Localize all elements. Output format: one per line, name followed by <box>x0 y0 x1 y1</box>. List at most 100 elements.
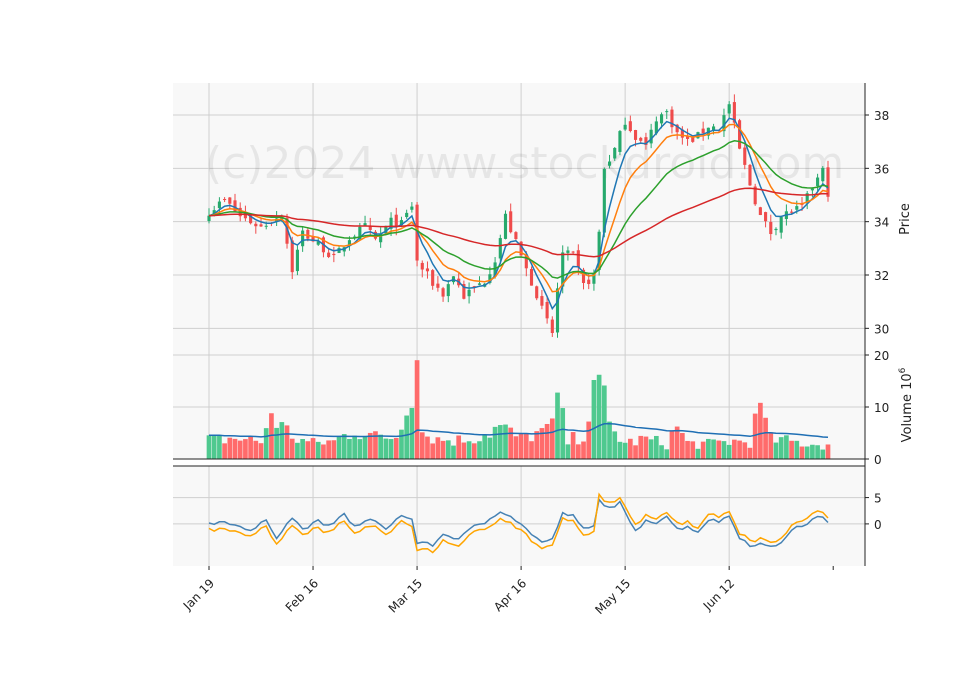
volume-bar <box>440 440 446 459</box>
candle-up <box>613 147 617 159</box>
volume-bar <box>388 439 394 459</box>
candle-up <box>805 193 809 204</box>
volume-tick-label: 10 <box>874 401 889 415</box>
volume-bar <box>627 438 633 459</box>
volume-bar <box>633 445 638 459</box>
volume-bar <box>742 442 748 459</box>
volume-bar <box>404 415 410 459</box>
candle-up <box>264 225 268 227</box>
volume-bars <box>206 360 831 459</box>
candle-down <box>249 215 253 224</box>
volume-bar <box>451 445 456 459</box>
volume-bar <box>430 443 436 459</box>
volume-bar <box>575 444 581 459</box>
volume-bar <box>534 431 540 459</box>
volume-bar <box>367 432 373 459</box>
candle-down <box>420 262 424 270</box>
volume-bar <box>700 441 706 459</box>
candle-up <box>301 230 305 247</box>
volume-bar <box>706 438 711 459</box>
volume-bar <box>419 432 425 459</box>
volume-bar <box>622 442 628 459</box>
volume-bar <box>503 424 508 459</box>
volume-bar <box>648 439 654 459</box>
volume-bar <box>289 438 295 459</box>
candle-up <box>467 289 471 297</box>
volume-bar <box>357 439 363 459</box>
candle-down <box>223 199 227 201</box>
candle-down <box>581 269 586 283</box>
volume-bar <box>695 448 701 459</box>
ma-mid-line <box>208 123 829 293</box>
candle-up <box>363 223 367 226</box>
candle-down <box>576 250 580 268</box>
candle-down <box>285 218 289 244</box>
volume-bar <box>654 435 659 459</box>
candle-up <box>207 215 211 221</box>
volume-bar <box>237 440 243 459</box>
candle-down <box>524 254 528 269</box>
volume-bar <box>508 427 514 459</box>
candle-up <box>602 168 606 233</box>
candle-down <box>644 137 648 145</box>
volume-bar <box>820 449 826 459</box>
candle-up <box>212 210 216 214</box>
price-tick-label: 38 <box>874 109 889 123</box>
candle-up <box>555 288 560 333</box>
volume-bar <box>726 444 732 459</box>
volume-bar <box>617 441 623 459</box>
volume-bar <box>721 441 727 459</box>
candle-up <box>566 250 570 253</box>
volume-bar <box>435 437 441 459</box>
volume-bar <box>274 427 279 459</box>
oscillator-line-2 <box>208 492 829 554</box>
ma-fast-line <box>208 117 829 311</box>
candle-up <box>389 217 393 229</box>
candle-down <box>332 253 336 256</box>
volume-bar <box>217 434 222 459</box>
price-tick-label: 34 <box>874 216 889 230</box>
candle-up <box>503 213 508 239</box>
candle-down <box>529 268 534 286</box>
volume-bar <box>253 440 259 459</box>
volume-bar <box>279 422 285 459</box>
volume-bar <box>732 439 737 459</box>
volume-bar <box>768 432 774 459</box>
volume-bar <box>778 437 784 459</box>
volume-bar <box>326 440 331 459</box>
volume-bar <box>497 425 503 459</box>
candle-down <box>462 284 466 299</box>
volume-bar <box>300 439 305 459</box>
axes <box>173 83 866 566</box>
candle-down <box>311 236 315 242</box>
candle-down <box>514 232 518 240</box>
candle-down <box>758 207 762 216</box>
candle-up <box>347 240 352 246</box>
candle-up <box>592 273 596 284</box>
candle-down <box>639 137 643 141</box>
candle-down <box>472 286 476 288</box>
candle-down <box>540 296 544 306</box>
volume-bar <box>269 413 274 459</box>
candle-down <box>368 225 372 230</box>
candle-down <box>790 211 794 213</box>
volume-bar <box>461 442 467 459</box>
oscillator-tick-label: 0 <box>874 518 882 532</box>
candle-down <box>535 286 539 299</box>
volume-bar <box>471 443 477 459</box>
candle-up <box>810 188 814 191</box>
candle-down <box>509 211 513 233</box>
volume-bar <box>685 440 690 459</box>
volume-bar <box>362 436 368 459</box>
candle-down <box>753 186 757 205</box>
volume-bar <box>825 444 831 459</box>
candle-down <box>743 147 747 165</box>
volume-bar <box>565 444 571 459</box>
x-tick-label: Mar 15 <box>386 576 425 615</box>
volume-bar <box>310 438 316 459</box>
volume-bar <box>596 374 602 459</box>
volume-bar <box>399 429 404 459</box>
candle-up <box>618 131 622 152</box>
candle-up <box>488 274 492 283</box>
